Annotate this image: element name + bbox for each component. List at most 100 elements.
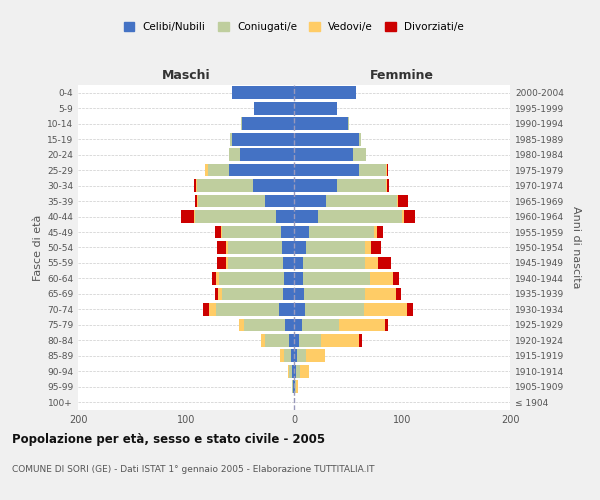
Bar	[407, 303, 413, 316]
Bar	[337, 179, 386, 192]
Bar	[241, 118, 242, 130]
Bar	[365, 288, 395, 300]
Bar	[217, 241, 226, 254]
Bar	[296, 380, 298, 393]
Bar	[294, 365, 296, 378]
Bar	[294, 133, 359, 145]
Bar	[260, 334, 265, 346]
Legend: Celibi/Nubili, Coniugati/e, Vedovi/e, Divorziati/e: Celibi/Nubili, Coniugati/e, Vedovi/e, Di…	[120, 18, 468, 36]
Bar	[281, 226, 294, 238]
Bar	[280, 350, 284, 362]
Bar	[386, 164, 387, 176]
Bar	[240, 148, 294, 161]
Bar	[217, 256, 226, 270]
Bar	[398, 194, 409, 207]
Bar	[378, 256, 391, 270]
Bar	[294, 118, 348, 130]
Y-axis label: Anni di nascita: Anni di nascita	[571, 206, 581, 288]
Bar	[294, 86, 356, 99]
Bar	[305, 303, 364, 316]
Bar	[230, 133, 232, 145]
Bar	[394, 272, 399, 285]
Bar	[371, 241, 382, 254]
Bar	[197, 194, 198, 207]
Bar	[302, 272, 370, 285]
Text: Popolazione per età, sesso e stato civile - 2005: Popolazione per età, sesso e stato civil…	[12, 432, 325, 446]
Bar	[294, 164, 359, 176]
Bar	[289, 365, 292, 378]
Bar	[203, 303, 209, 316]
Text: COMUNE DI SORI (GE) - Dati ISTAT 1° gennaio 2005 - Elaborazione TUTTITALIA.IT: COMUNE DI SORI (GE) - Dati ISTAT 1° genn…	[12, 466, 374, 474]
Bar	[292, 380, 293, 393]
Bar	[229, 148, 240, 161]
Bar	[292, 365, 294, 378]
Bar	[197, 179, 253, 192]
Bar	[387, 164, 388, 176]
Bar	[253, 179, 294, 192]
Bar	[291, 350, 294, 362]
Bar	[215, 226, 221, 238]
Bar	[212, 272, 216, 285]
Bar	[226, 241, 228, 254]
Bar	[242, 118, 294, 130]
Bar	[244, 318, 286, 331]
Bar	[265, 194, 294, 207]
Bar	[386, 179, 387, 192]
Bar	[226, 256, 228, 270]
Bar	[294, 303, 305, 316]
Bar	[194, 194, 197, 207]
Bar	[282, 241, 294, 254]
Bar	[208, 164, 229, 176]
Bar	[294, 226, 309, 238]
Bar	[318, 210, 402, 223]
Bar	[321, 334, 359, 346]
Bar	[232, 133, 294, 145]
Bar	[299, 334, 321, 346]
Bar	[215, 288, 218, 300]
Bar	[194, 210, 275, 223]
Bar	[365, 256, 378, 270]
Bar	[294, 102, 337, 115]
Bar	[294, 148, 353, 161]
Bar	[289, 334, 294, 346]
Bar	[364, 303, 407, 316]
Bar	[279, 303, 294, 316]
Bar	[265, 334, 289, 346]
Bar	[301, 365, 309, 378]
Bar	[309, 226, 374, 238]
Bar	[221, 288, 283, 300]
Bar	[239, 318, 244, 331]
Text: Femmine: Femmine	[370, 69, 434, 82]
Bar	[306, 350, 325, 362]
Bar	[294, 179, 337, 192]
Bar	[359, 133, 361, 145]
Bar	[370, 272, 394, 285]
Bar	[232, 86, 294, 99]
Bar	[181, 210, 194, 223]
Bar	[294, 256, 302, 270]
Bar	[387, 179, 389, 192]
Bar	[404, 210, 415, 223]
Bar	[209, 303, 216, 316]
Bar	[216, 272, 220, 285]
Bar	[216, 303, 279, 316]
Bar	[294, 318, 302, 331]
Bar	[218, 288, 221, 300]
Bar	[374, 226, 377, 238]
Bar	[297, 350, 306, 362]
Bar	[254, 102, 294, 115]
Bar	[340, 318, 385, 331]
Bar	[402, 210, 404, 223]
Bar	[294, 334, 299, 346]
Bar	[286, 318, 294, 331]
Bar	[275, 210, 294, 223]
Bar	[196, 179, 197, 192]
Bar	[294, 380, 295, 393]
Bar	[220, 272, 284, 285]
Bar	[228, 241, 282, 254]
Bar	[348, 118, 349, 130]
Bar	[221, 226, 281, 238]
Bar	[395, 288, 401, 300]
Bar	[294, 194, 326, 207]
Bar	[198, 194, 265, 207]
